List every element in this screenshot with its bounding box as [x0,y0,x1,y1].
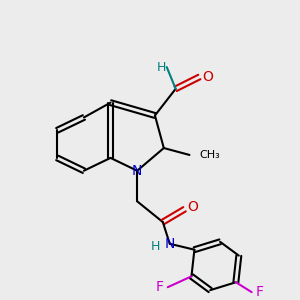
Text: N: N [165,237,175,251]
Text: F: F [156,280,164,294]
Text: H: H [151,240,160,253]
Text: N: N [132,164,142,178]
Text: CH₃: CH₃ [199,150,220,160]
Text: O: O [187,200,198,214]
Text: F: F [256,285,263,299]
Text: O: O [202,70,213,84]
Text: H: H [157,61,167,74]
